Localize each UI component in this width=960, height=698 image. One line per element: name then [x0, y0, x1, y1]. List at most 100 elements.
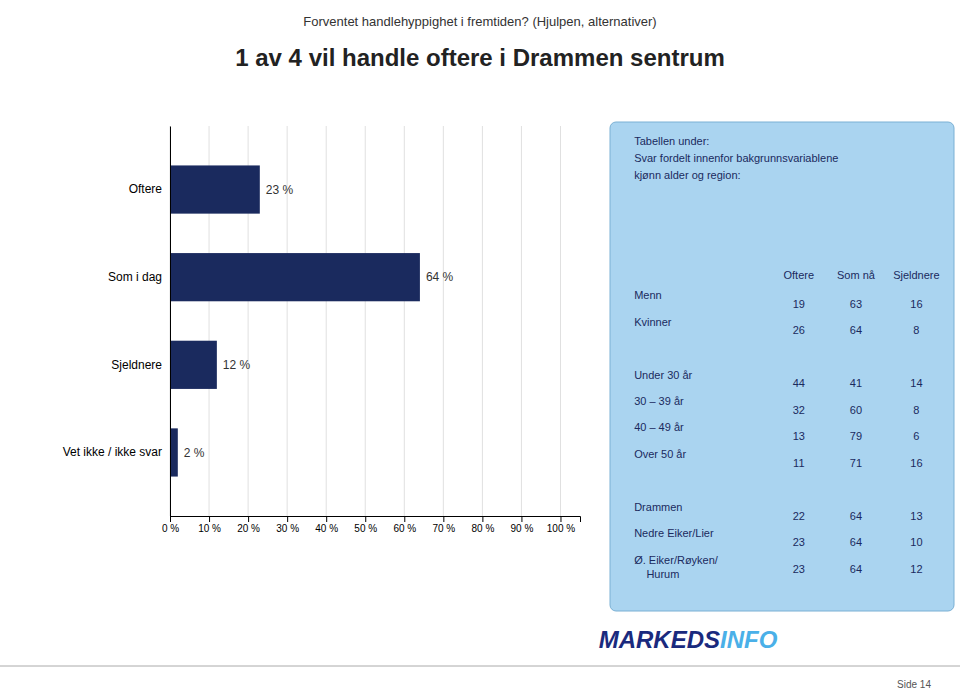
text-line: Nedre Eiker/Lier: [634, 527, 714, 539]
tick-mark: [404, 516, 405, 522]
tick-label: 50 %: [354, 523, 377, 534]
table-cell: 26: [793, 324, 805, 336]
row-label: 30 – 39 år: [634, 395, 684, 407]
tick-mark: [482, 516, 483, 522]
row-label: Drammen: [634, 501, 682, 513]
annotation: Side 14: [897, 679, 931, 690]
row-label: Kvinner: [634, 316, 672, 328]
tick-mark: [365, 516, 366, 522]
grid-line: [170, 126, 171, 516]
data-label: 12 %: [223, 358, 251, 372]
tick-label: Sjeldnere: [111, 358, 162, 372]
subtitle: Forventet handlehyppighet i fremtiden? (…: [303, 14, 656, 29]
text-line: Drammen: [634, 501, 682, 513]
table-cell: 41: [850, 377, 862, 389]
bar: [170, 253, 420, 301]
tick-label: 0 %: [162, 523, 179, 534]
tick-mark: [170, 516, 171, 522]
table-cell: 23: [793, 536, 805, 548]
tick-mark: [287, 516, 288, 522]
tick-mark: [443, 516, 444, 522]
tick-mark: [326, 516, 327, 522]
tick-label: 60 %: [393, 523, 416, 534]
table-cell: 16: [910, 457, 922, 469]
text-line: kjønn alder og region:: [634, 169, 740, 181]
tick: 10 %: [198, 516, 221, 534]
data-label: 23 %: [266, 183, 294, 197]
annotation: MARKEDS: [599, 626, 720, 653]
tick: 40 %: [315, 516, 338, 534]
tick-label: 40 %: [315, 523, 338, 534]
table-cell: 63: [850, 298, 862, 310]
row-label: Menn: [634, 289, 662, 301]
text-line: Ø. Eiker/Røyken/: [634, 554, 719, 566]
row-label: Ø. Eiker/Røyken/ Hurum: [634, 554, 719, 580]
table-cell: 12: [910, 563, 922, 575]
tick: 100 %: [547, 516, 575, 534]
table-cell: 8: [913, 324, 919, 336]
tick-label: 30 %: [276, 523, 299, 534]
tick-label: 80 %: [471, 523, 494, 534]
grid-line: [365, 126, 366, 516]
text-line: Kvinner: [634, 316, 672, 328]
bars: [170, 165, 420, 476]
table-cell: 6: [913, 430, 919, 442]
footer-rule: [0, 666, 960, 667]
column-header: Oftere: [784, 269, 815, 281]
data-labels: 23 %64 %12 %2 %: [184, 183, 454, 460]
table-cell: 79: [850, 430, 862, 442]
bar: [170, 341, 217, 389]
bar: [170, 165, 260, 213]
tick-label: 70 %: [432, 523, 455, 534]
row-label: Over 50 år: [634, 448, 686, 460]
title: 1 av 4 vil handle oftere i Drammen sentr…: [235, 44, 725, 71]
data-label: 64 %: [426, 270, 454, 284]
axis-line: [171, 517, 581, 523]
tick: 60 %: [393, 516, 416, 534]
row-label: Nedre Eiker/Lier: [634, 527, 714, 539]
axis-line: [170, 127, 171, 517]
table-background: [610, 122, 954, 611]
tick-label: 10 %: [198, 523, 221, 534]
text-line: Hurum: [634, 568, 679, 580]
tick: 0 %: [162, 516, 179, 534]
table-cell: 10: [910, 536, 922, 548]
x-axis: 0 % 10 % 20 % 30 % 40 % 50 % 60 % 70 % 80 % 90 % 1…: [162, 516, 581, 534]
grid-line: [560, 126, 561, 516]
tick: 30 %: [276, 516, 299, 534]
row-label: Under 30 år: [634, 369, 692, 381]
grid-line: [521, 126, 522, 516]
table-cell: 13: [793, 430, 805, 442]
annotation: INFO: [720, 626, 778, 653]
grid-line: [326, 126, 327, 516]
tick-label: 90 %: [511, 523, 534, 534]
table-cell: 13: [910, 510, 922, 522]
table-cell: 23: [793, 563, 805, 575]
chart-canvas: Forventet handlehyppighet i fremtiden? (…: [0, 0, 960, 698]
grid-line: [482, 126, 483, 516]
text-line: Menn: [634, 289, 662, 301]
tick: Sjeldnere: [111, 358, 170, 372]
tick-label: Vet ikke / ikke svar: [63, 445, 162, 459]
row-label: 40 – 49 år: [634, 421, 684, 433]
tick-mark: [560, 516, 561, 522]
tick: 20 %: [237, 516, 260, 534]
table-cell: 60: [850, 404, 862, 416]
text-line: Over 50 år: [634, 448, 686, 460]
tick-mark: [209, 516, 210, 522]
tick-mark: [521, 516, 522, 522]
grid-line: [404, 126, 405, 516]
tick: 90 %: [511, 516, 534, 534]
column-header: Sjeldnere: [893, 269, 939, 281]
table-cell: 14: [910, 377, 922, 389]
table-cell: 71: [850, 457, 862, 469]
text-line: 30 – 39 år: [634, 395, 684, 407]
tick: Som i dag: [108, 270, 170, 284]
table-cell: 19: [793, 298, 805, 310]
tick: Vet ikke / ikke svar: [63, 445, 170, 459]
text-line: Svar fordelt innenfor bakgrunnsvariablen…: [634, 152, 838, 164]
tick: 80 %: [471, 516, 494, 534]
tick: 70 %: [432, 516, 455, 534]
tick: 50 %: [354, 516, 377, 534]
plot-area: 23 %64 %12 %2 %0 %10 %20 %30 %40 %50 %60…: [63, 126, 581, 534]
